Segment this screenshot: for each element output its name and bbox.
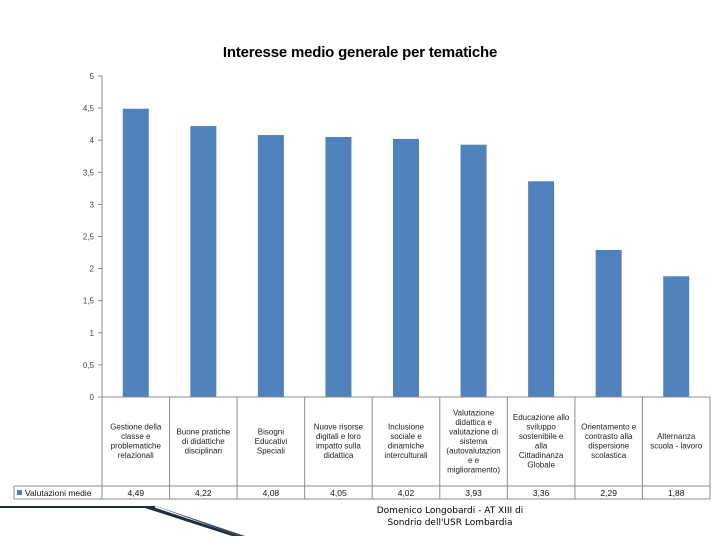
y-tick-label: 3,5 [83,168,95,177]
data-table-value: 3,36 [533,488,550,498]
data-table-value: 4,08 [263,488,280,498]
bar [460,144,487,397]
y-tick-label: 3 [90,200,95,209]
bar [595,249,622,397]
category-label: Valutazione didattica e valutazione di sist… [446,408,500,474]
bar [528,181,555,397]
y-tick-label: 1,5 [83,297,95,306]
bar [325,136,352,398]
legend-swatch [17,490,22,495]
y-tick-label: 1 [90,329,95,338]
bar [122,108,149,397]
category-label: Educazione allo sviluppo sostenibile e alla… [513,413,570,470]
data-table-value: 4,05 [330,488,347,498]
category-label: Nuove risorse digitali e loro impatto sull… [314,423,364,461]
legend-label: Valutazioni medie [25,488,92,498]
y-tick-label: 4,5 [83,104,95,113]
data-table-value: 4,22 [195,488,212,498]
chart-title: Interesse medio generale per tematiche [222,44,498,61]
data-table: Gestione della classe e problematiche relaz… [13,396,711,500]
footer-credit: Domenico Longobardi - AT XIII di Sondrio… [340,505,560,529]
bar [393,138,419,397]
data-table-value: 4,02 [398,488,415,498]
category-label: Gestione della classe e problematiche relaz… [110,423,162,461]
y-tick-label: 2 [90,265,95,274]
bar [663,276,690,397]
category-label: Inclusione sociale e dinamiche intercultura… [384,423,427,461]
bar [257,135,284,397]
category-label: Orientamento e contrasto alla dispersione s… [581,423,637,461]
y-tick-label: 2,5 [83,233,95,242]
category-label: Buone pratiche di didattiche disciplinari [176,427,230,455]
decorative-footer-stripe [0,504,245,536]
axis-layer: 0 0,5 1 1,5 2 2,5 3 3,5 4 4,5 5 [83,72,103,499]
category-label: Bisogni Educativi Speciali [255,427,288,455]
bar [190,126,217,398]
bars-layer [122,108,690,398]
data-table-value: 2,29 [600,488,617,498]
data-table-value: 3,93 [465,488,482,498]
y-tick-label: 5 [90,72,95,81]
category-label: Alternanza scuola - lavoro [650,432,703,451]
y-tick-label: 0,5 [83,361,95,370]
y-tick-label: 0 [90,393,95,402]
data-table-value: 1,88 [668,488,685,498]
data-table-value: 4,49 [128,488,145,498]
footer-line-1: Domenico Longobardi - AT XIII di [376,506,524,516]
footer-line-2: Sondrio dell'USR Lombardia [387,518,513,528]
y-tick-label: 4 [90,136,95,145]
